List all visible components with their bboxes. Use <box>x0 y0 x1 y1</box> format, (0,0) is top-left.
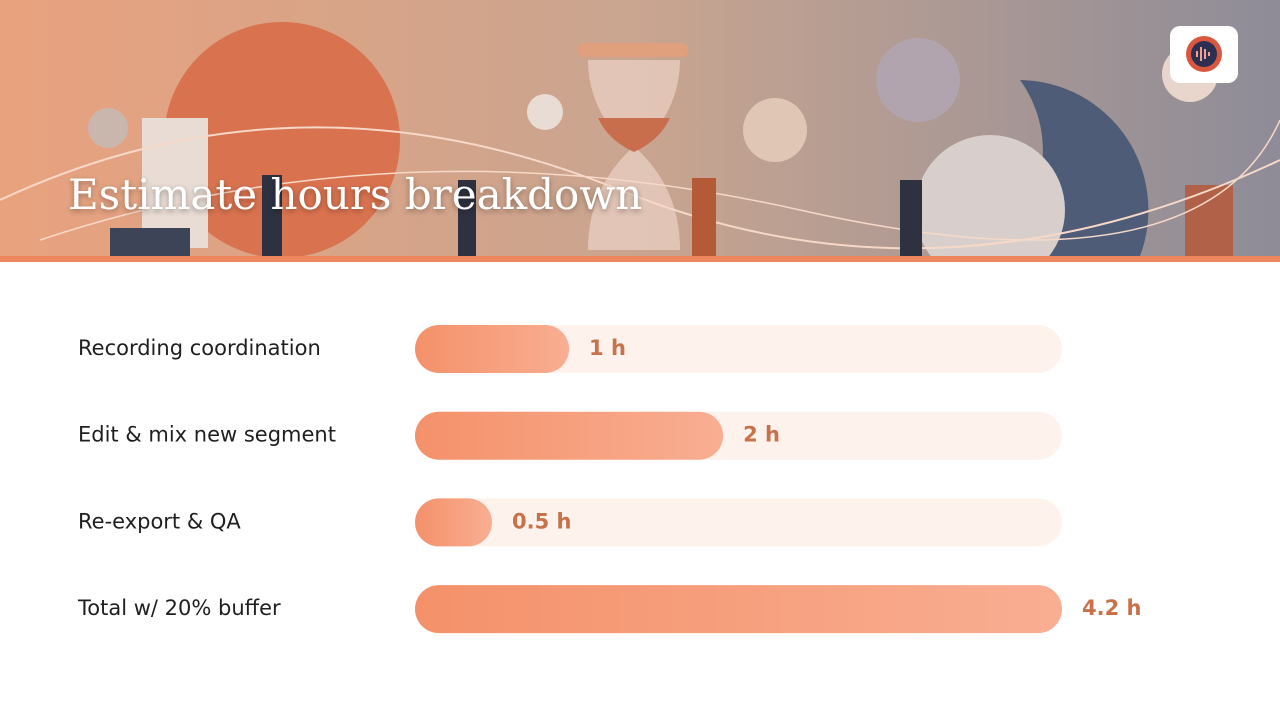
bar <box>415 585 1062 634</box>
category-label: Total w/ 20% buffer <box>77 596 281 620</box>
bar-track <box>415 498 1062 547</box>
header-illustration <box>0 0 1280 262</box>
bar <box>415 325 570 373</box>
value-label: 1 h <box>589 336 626 360</box>
bar-track <box>415 325 1062 373</box>
logo-icon <box>1186 36 1222 72</box>
bar <box>415 498 493 547</box>
value-label: 4.2 h <box>1082 596 1141 620</box>
value-label: 0.5 h <box>512 509 571 533</box>
bar <box>415 411 724 460</box>
value-label: 2 h <box>743 423 780 447</box>
category-label: Edit & mix new segment <box>78 423 336 447</box>
slide-title: Estimate hours breakdown <box>68 170 643 219</box>
logo <box>1170 26 1238 83</box>
category-label: Re-export & QA <box>78 509 241 533</box>
category-label: Recording coordination <box>78 336 321 360</box>
chart: Recording coordination 1 h Edit & mix new … <box>77 325 1141 634</box>
